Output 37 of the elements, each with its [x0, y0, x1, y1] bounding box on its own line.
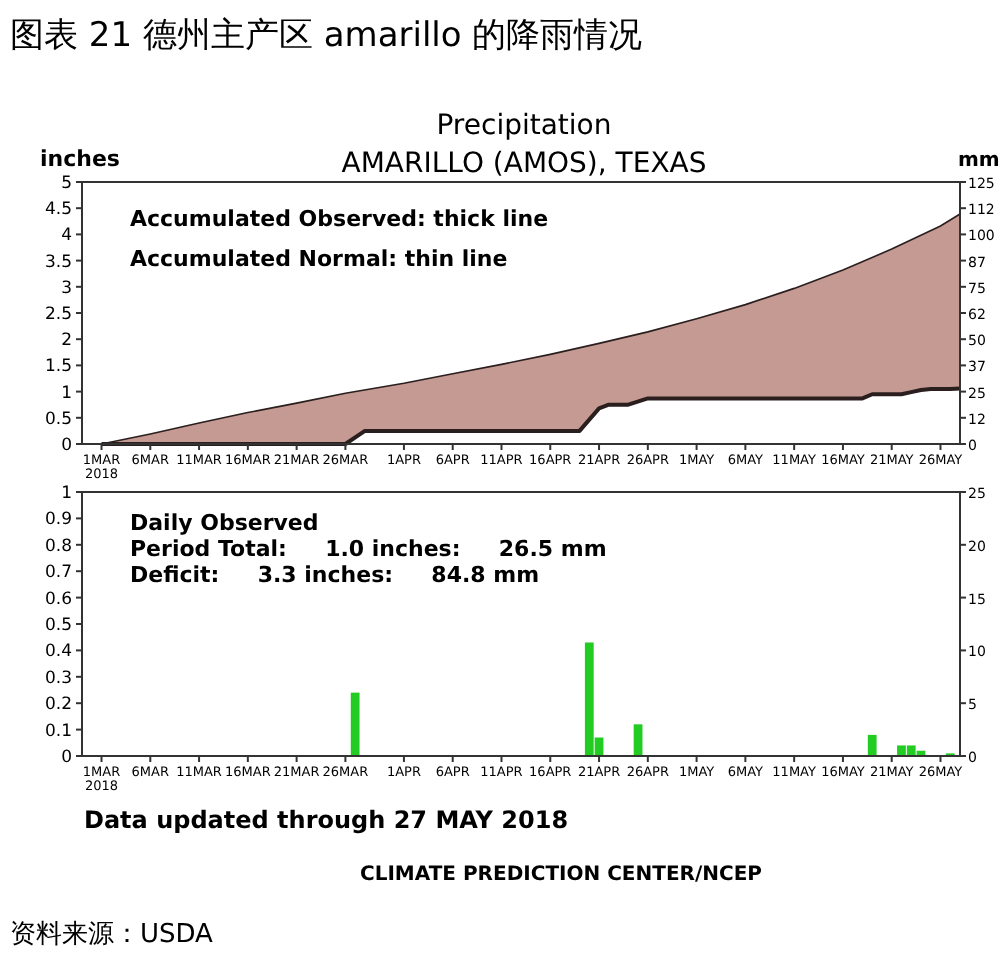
- y-tick-label: 0.6: [44, 589, 72, 610]
- chart-subtitle: AMARILLO (AMOS), TEXAS: [341, 148, 707, 180]
- y-tick-label: 4: [61, 226, 72, 247]
- text: Data updated through 27 MAY 2018: [84, 806, 569, 834]
- annotation: Deficit: 3.3 inches: 84.8 mm: [130, 562, 540, 588]
- y-tick-label: 0.5: [44, 409, 72, 430]
- y-tick-label: 4.5: [44, 200, 72, 221]
- y-tick-label: 0.7: [44, 563, 72, 584]
- y-tick-label: 3.5: [44, 252, 72, 273]
- y-tick-label: 2.5: [44, 305, 72, 325]
- y-tick-label: 0.9: [44, 510, 72, 531]
- y-tick-label: 0.5: [44, 616, 72, 636]
- text: 图表 21 德州主产区 amarillo 的降雨情况: [10, 16, 643, 56]
- y-axis-title: inches: [40, 146, 121, 172]
- bar: [350, 692, 360, 756]
- chart-title: Precipitation: [436, 110, 612, 142]
- annotation: Daily Observed: [130, 510, 319, 536]
- y-tick-label: 5: [61, 174, 72, 194]
- annotation: Period Total: 1.0 inches: 26.5 mm: [130, 536, 607, 562]
- annotation: Accumulated Observed: thick line: [130, 206, 549, 232]
- y-tick-label: 0.4: [44, 642, 72, 663]
- y-tick-label: 2: [61, 331, 72, 352]
- y-tick-label: 0.2: [44, 695, 72, 716]
- y-tick-label: 1.5: [44, 357, 72, 378]
- y2-axis-title: mm: [958, 150, 1000, 172]
- y-tick-label: 0.8: [44, 536, 72, 557]
- y-tick-label: 0: [61, 436, 72, 456]
- text: 资料来源：USDA: [10, 920, 214, 950]
- y-tick-label: 0: [61, 748, 72, 768]
- y-tick-label: 0.1: [44, 721, 72, 742]
- y-tick-label: 1: [61, 383, 72, 404]
- y-tick-label: 1: [61, 484, 72, 504]
- y-tick-label: 3: [61, 278, 72, 299]
- bar: [867, 734, 877, 756]
- y-tick-label: 0.3: [44, 668, 72, 689]
- text: CLIMATE PREDICTION CENTER/NCEP: [360, 864, 763, 886]
- annotation: Accumulated Normal: thin line: [130, 246, 508, 272]
